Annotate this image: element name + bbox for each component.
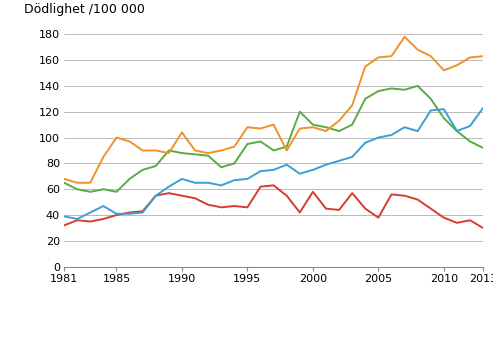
Text: Dödlighet /100 000: Dödlighet /100 000 [24, 3, 145, 16]
Legend: 35-44, 45-54, 55-64, 65-74: 35-44, 45-54, 55-64, 65-74 [123, 338, 424, 342]
